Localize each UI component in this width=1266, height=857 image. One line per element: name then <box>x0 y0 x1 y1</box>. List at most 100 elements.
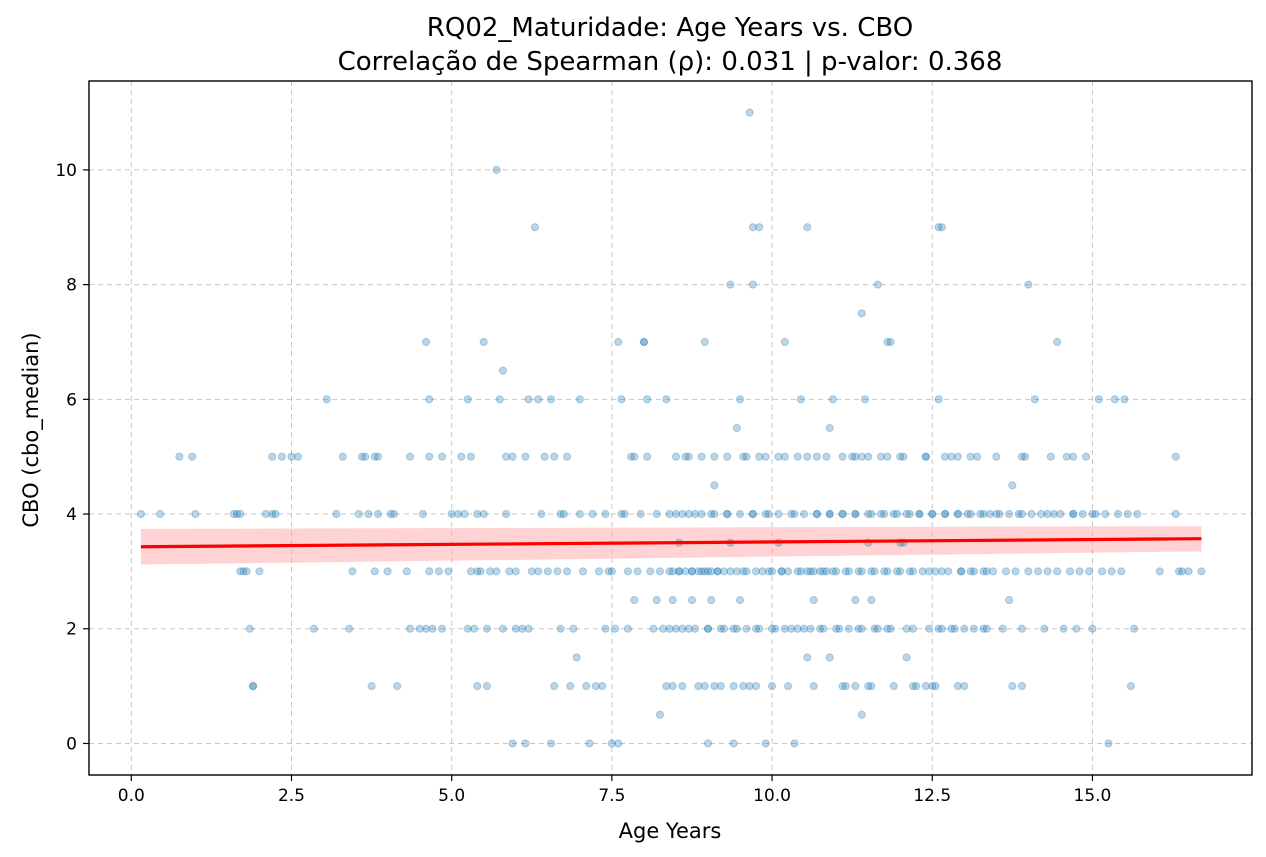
data-point <box>703 739 713 748</box>
data-point <box>361 452 370 461</box>
data-point <box>1126 681 1135 691</box>
grid <box>89 81 1252 775</box>
data-point <box>1062 452 1071 461</box>
data-point <box>825 653 834 662</box>
data-point <box>623 567 632 576</box>
data-point <box>713 567 722 576</box>
data-point <box>655 710 665 719</box>
data-point <box>735 595 745 605</box>
data-point <box>444 567 453 576</box>
data-point <box>937 223 946 232</box>
data-point <box>905 567 914 576</box>
data-point <box>966 452 975 461</box>
data-point <box>530 223 540 232</box>
data-point <box>783 567 793 576</box>
data-point <box>383 567 392 576</box>
data-point <box>1088 624 1097 633</box>
data-point <box>287 452 296 461</box>
data-point <box>1069 452 1078 461</box>
data-point <box>691 509 700 519</box>
data-point <box>370 567 379 576</box>
data-point <box>860 395 870 404</box>
data-point <box>707 595 716 605</box>
x-tick-label: 7.5 <box>598 786 625 806</box>
data-point <box>345 624 354 633</box>
data-point <box>851 509 860 519</box>
data-point <box>508 452 517 461</box>
data-point <box>767 681 777 691</box>
data-point <box>751 567 761 576</box>
data-point <box>732 423 741 433</box>
x-axis-ticks: 0.0 2.5 5.0 7.5 10.0 12.5 15.0 <box>118 775 1111 806</box>
data-point <box>437 452 447 461</box>
data-point <box>1014 509 1023 519</box>
data-point <box>175 452 184 461</box>
data-point <box>668 567 677 576</box>
data-point <box>575 509 584 519</box>
data-point <box>812 452 822 461</box>
data-point <box>665 624 674 633</box>
data-point <box>659 624 668 633</box>
data-point <box>277 452 286 461</box>
data-point <box>643 452 652 461</box>
data-point <box>886 337 895 347</box>
y-axis-label: CBO (cbo_median) <box>19 332 44 527</box>
data-point <box>1021 452 1030 461</box>
data-point <box>588 509 597 519</box>
data-point <box>405 624 415 633</box>
data-point <box>880 509 889 519</box>
data-point <box>918 567 927 576</box>
data-point <box>838 681 847 691</box>
data-point <box>748 509 757 519</box>
data-point <box>1129 624 1139 633</box>
data-point <box>915 509 924 519</box>
data-point <box>553 567 562 576</box>
data-point <box>473 509 482 519</box>
data-point <box>268 452 277 461</box>
data-point <box>816 567 825 576</box>
data-point <box>787 509 796 519</box>
data-point <box>816 624 825 633</box>
data-point <box>761 509 770 519</box>
data-point <box>761 739 770 748</box>
data-point <box>415 624 424 633</box>
data-point <box>908 567 918 576</box>
data-point <box>434 567 443 576</box>
data-point <box>703 624 713 633</box>
data-point <box>668 681 677 691</box>
data-point <box>793 624 802 633</box>
data-point <box>636 509 645 519</box>
data-point <box>261 509 270 519</box>
data-point <box>707 509 716 519</box>
data-point <box>463 395 472 404</box>
data-point <box>953 509 962 519</box>
data-point <box>889 681 898 691</box>
data-point <box>614 337 623 347</box>
data-point <box>780 624 789 633</box>
data-point <box>479 509 488 519</box>
data-point <box>550 681 559 691</box>
data-point <box>886 624 895 633</box>
data-point <box>902 509 911 519</box>
data-point <box>1043 567 1052 576</box>
data-point <box>767 624 777 633</box>
data-point <box>1008 681 1017 691</box>
data-point <box>960 624 969 633</box>
data-point <box>969 567 979 576</box>
plot-frame <box>88 80 1253 776</box>
data-point <box>809 681 818 691</box>
data-point <box>892 509 902 519</box>
data-point <box>614 739 623 748</box>
data-point <box>921 452 930 461</box>
data-point <box>630 595 639 605</box>
data-point <box>1024 567 1033 576</box>
data-point <box>1094 395 1103 404</box>
data-point <box>812 509 822 519</box>
data-point <box>934 395 943 404</box>
data-point <box>703 567 713 576</box>
data-point <box>643 395 652 404</box>
data-point <box>851 681 860 691</box>
data-point <box>633 567 642 576</box>
data-point <box>819 567 828 576</box>
data-point <box>437 624 447 633</box>
